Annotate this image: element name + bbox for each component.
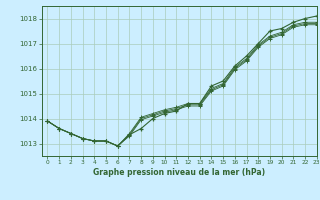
X-axis label: Graphe pression niveau de la mer (hPa): Graphe pression niveau de la mer (hPa) — [93, 168, 265, 177]
